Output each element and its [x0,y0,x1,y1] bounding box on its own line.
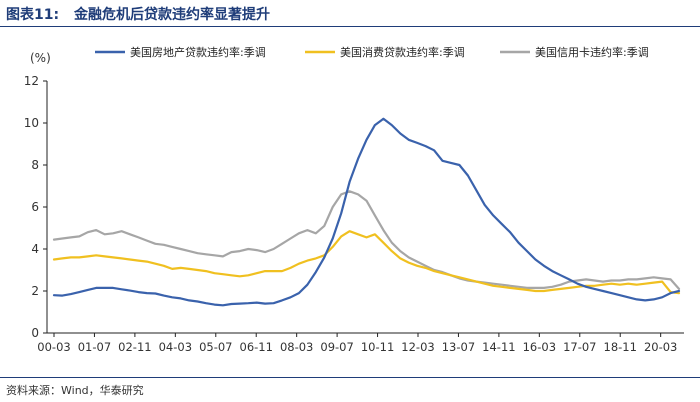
series-line-1 [52,230,681,295]
x-tick-label: 18-11 [604,340,637,354]
x-tick-label: 02-11 [118,340,151,354]
x-tick-label: 08-03 [280,340,313,354]
source-note: 资料来源：Wind，华泰研究 [6,384,144,397]
x-tick-label: 01-07 [78,340,111,354]
legend-label-2: 美国信用卡违约率:季调 [535,45,649,59]
legend-label-0: 美国房地产贷款违约率:季调 [130,45,266,59]
y-tick-label: 6 [31,200,39,214]
figure-header: 图表11: 金融危机后贷款违约率显著提升 [0,0,700,27]
series-line-0 [52,117,681,307]
y-tick-label: 8 [31,158,39,172]
figure-footer: 资料来源：Wind，华泰研究 [0,377,700,402]
series-line-2 [52,190,681,290]
y-axis-label: (%) [30,51,51,65]
y-tick-label: 2 [31,284,39,298]
x-tick-label: 05-07 [199,340,232,354]
x-tick-label: 13-07 [442,340,475,354]
x-tick-label: 14-11 [482,340,515,354]
x-axis: 00-03 01-07 02-11 04-03 05-07 06-11 08-03 09-07… [37,332,684,354]
figure-label: 图表11: [6,7,60,23]
y-axis: 0 2 4 6 8 10 12 [24,74,48,340]
y-tick-label: 12 [24,74,39,88]
x-tick-label: 04-03 [159,340,192,354]
y-tick-label: 0 [31,326,39,340]
figure-title: 金融危机后贷款违约率显著提升 [74,7,270,23]
y-tick-label: 4 [31,242,39,256]
legend-label-1: 美国消费贷款违约率:季调 [340,45,465,59]
x-tick-label: 20-03 [644,340,677,354]
x-tick-label: 09-07 [320,340,353,354]
x-tick-label: 00-03 [37,340,70,354]
y-tick-label: 10 [24,116,39,130]
x-tick-label: 06-11 [240,340,273,354]
line-chart: 美国房地产贷款违约率:季调 美国消费贷款违约率:季调 美国信用卡违约率:季调 (%)… [24,45,684,354]
x-tick-label: 17-07 [563,340,596,354]
x-tick-label: 10-11 [361,340,394,354]
x-tick-label: 16-03 [523,340,556,354]
chart-series [52,117,681,307]
x-tick-label: 12-03 [401,340,434,354]
chart-legend: 美国房地产贷款违约率:季调 美国消费贷款违约率:季调 美国信用卡违约率:季调 [95,45,649,59]
